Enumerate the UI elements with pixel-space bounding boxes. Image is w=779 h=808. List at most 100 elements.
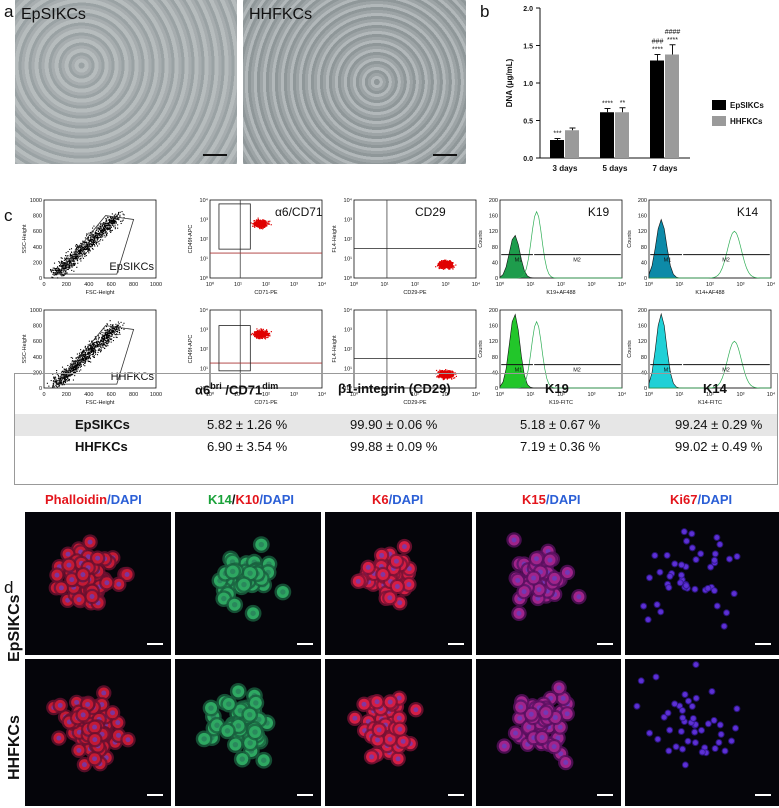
- nucleus: [101, 690, 107, 696]
- y-tick-label: 1000: [30, 198, 42, 204]
- event-dot: [446, 378, 448, 380]
- x-tick-label: 10²: [411, 392, 419, 398]
- event-dot: [79, 356, 81, 359]
- event-dot: [72, 359, 74, 362]
- event-dot: [105, 334, 108, 336]
- significance-annotation: ****: [652, 47, 663, 54]
- event-dot: [74, 363, 76, 365]
- event-dot: [115, 220, 117, 222]
- event-dot: [92, 348, 94, 350]
- event-dot: [81, 352, 83, 354]
- event-dot: [261, 226, 263, 228]
- nucleus: [124, 571, 130, 577]
- event-dot: [78, 363, 80, 365]
- event-dot: [265, 331, 267, 333]
- event-dot: [69, 265, 71, 267]
- event-dot: [83, 356, 86, 358]
- event-dot: [104, 339, 106, 341]
- event-dot: [440, 370, 442, 372]
- event-dot: [75, 358, 77, 360]
- event-dot: [91, 247, 93, 250]
- event-dot: [52, 380, 54, 382]
- event-dot: [111, 331, 113, 333]
- event-dot: [108, 335, 110, 337]
- event-dot: [76, 254, 78, 256]
- event-dot: [70, 262, 72, 264]
- event-dot: [90, 346, 92, 348]
- panel-c-letter: c: [4, 206, 13, 225]
- y-tick-label: 120: [638, 339, 647, 345]
- event-dot: [439, 370, 441, 373]
- nucleus: [87, 539, 93, 545]
- event-dot: [76, 246, 78, 248]
- event-dot: [250, 222, 252, 224]
- event-dot: [117, 321, 119, 323]
- event-dot: [63, 259, 65, 261]
- event-dot: [84, 346, 86, 348]
- event-dot: [71, 258, 73, 260]
- event-dot: [55, 382, 57, 384]
- nucleus: [716, 604, 719, 608]
- event-dot: [89, 246, 91, 248]
- event-dot: [62, 261, 64, 263]
- event-dot: [111, 229, 113, 231]
- event-dot: [71, 370, 73, 373]
- event-dot: [68, 264, 71, 266]
- event-dot: [53, 377, 55, 379]
- event-dot: [448, 375, 450, 377]
- event-dot: [94, 341, 96, 343]
- event-dot: [443, 267, 446, 269]
- nucleus: [691, 546, 694, 549]
- event-dot: [73, 264, 76, 266]
- event-dot: [67, 372, 69, 374]
- event-dot: [250, 334, 253, 336]
- event-dot: [114, 329, 117, 331]
- y-tick-label: 10⁰: [344, 385, 353, 392]
- event-dot: [52, 373, 54, 375]
- event-dot: [71, 263, 73, 265]
- nucleus: [241, 581, 247, 588]
- table-cell: 5.18 ± 0.67 %: [520, 417, 601, 432]
- y-tick-label: 0: [39, 386, 42, 392]
- event-dot: [100, 347, 102, 349]
- event-dot: [59, 379, 61, 381]
- event-dot: [115, 330, 117, 332]
- event-dot: [72, 257, 74, 259]
- nucleus: [231, 602, 238, 608]
- event-dot: [93, 344, 95, 347]
- event-dot: [102, 336, 104, 338]
- event-dot: [73, 366, 75, 368]
- event-dot: [99, 343, 101, 345]
- event-dot: [89, 352, 91, 354]
- event-dot: [262, 331, 265, 333]
- event-dot: [72, 256, 74, 258]
- event-dot: [70, 264, 72, 266]
- event-dot: [62, 264, 64, 266]
- event-dot: [54, 268, 56, 271]
- y-tick-label: 160: [489, 324, 498, 330]
- event-dot: [442, 264, 444, 266]
- event-dot: [102, 346, 104, 348]
- event-dot: [100, 346, 102, 348]
- event-dot: [60, 263, 62, 266]
- event-dot: [61, 261, 63, 263]
- event-dot: [82, 355, 84, 357]
- event-dot: [106, 337, 108, 339]
- event-dot: [269, 334, 271, 336]
- event-dot: [253, 220, 255, 222]
- event-dot: [101, 339, 103, 341]
- event-dot: [83, 247, 86, 249]
- event-dot: [90, 351, 92, 353]
- event-dot: [110, 335, 112, 338]
- event-dot: [110, 326, 112, 328]
- y-tick-label: 200: [489, 198, 498, 204]
- y-axis-label: FL4-Height: [332, 335, 338, 363]
- event-dot: [103, 342, 105, 344]
- event-dot: [259, 333, 261, 335]
- event-dot: [66, 380, 68, 382]
- event-dot: [92, 356, 95, 358]
- event-dot: [84, 359, 86, 361]
- nucleus: [533, 556, 539, 562]
- nucleus: [552, 575, 558, 581]
- event-dot: [95, 338, 97, 340]
